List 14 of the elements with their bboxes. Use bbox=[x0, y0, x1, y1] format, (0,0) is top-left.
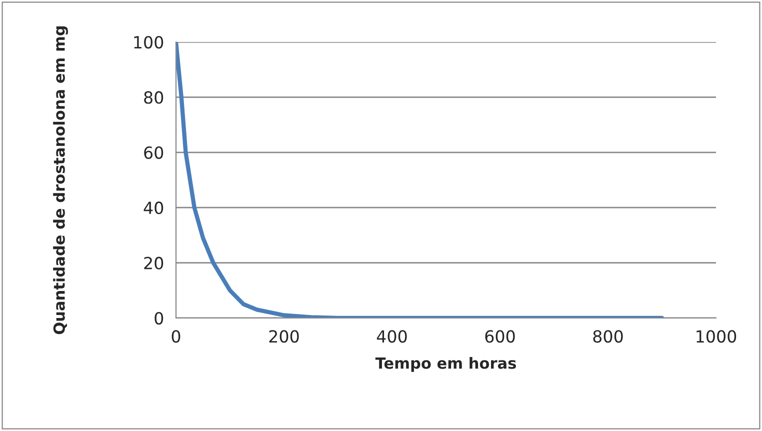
x-tick-label: 800 bbox=[593, 330, 623, 343]
x-tick-label: 200 bbox=[269, 330, 299, 343]
x-axis-title: Tempo em horas bbox=[375, 357, 516, 372]
x-tick-label: 0 bbox=[172, 330, 180, 343]
y-tick-label: 100 bbox=[134, 36, 164, 49]
x-tick-label: 1000 bbox=[696, 330, 736, 343]
y-tick-label: 80 bbox=[144, 91, 164, 104]
x-tick-label: 400 bbox=[376, 330, 407, 343]
y-tick-label: 0 bbox=[154, 312, 164, 325]
y-axis-title: Quantidade de drostanolona em mg bbox=[53, 26, 68, 334]
y-tick-label: 20 bbox=[144, 256, 164, 270]
y-tick-label: 40 bbox=[144, 202, 164, 214]
x-tick-label: 600 bbox=[485, 330, 515, 343]
y-tick-label: 60 bbox=[144, 146, 164, 159]
